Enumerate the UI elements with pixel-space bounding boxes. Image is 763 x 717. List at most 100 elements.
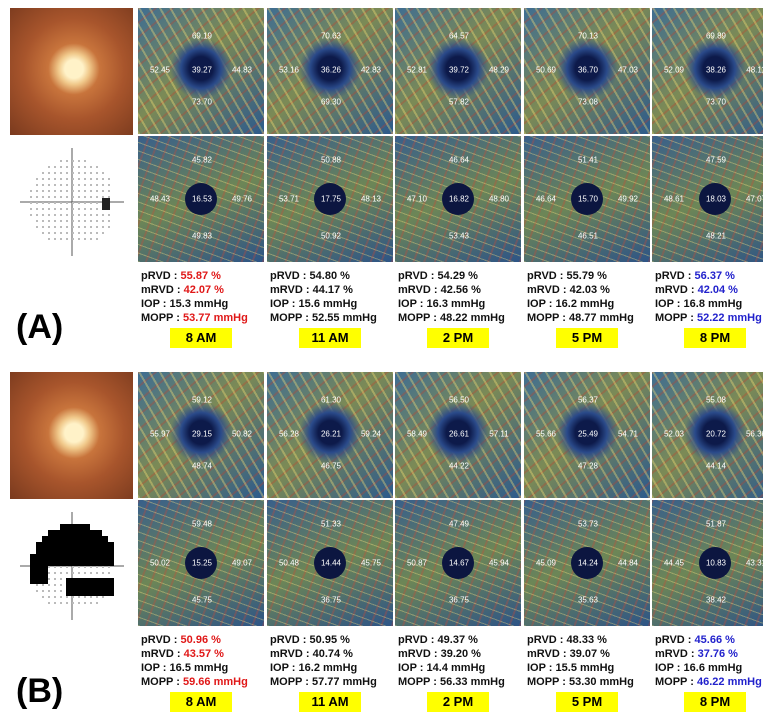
disc-value: 56.50	[449, 396, 469, 405]
disc-value: 59.12	[192, 396, 212, 405]
macula-value: 46.64	[536, 195, 556, 204]
stat-label: pRVD :	[270, 270, 306, 282]
macula-value: 10.83	[706, 559, 726, 568]
macula-value: 45.82	[192, 156, 212, 165]
macula-value: 48.21	[706, 232, 726, 241]
macula-value: 53.71	[279, 195, 299, 204]
stat-value: 53.77 mmHg	[183, 312, 248, 324]
macula-value: 44.45	[664, 559, 684, 568]
panel-label: (A)	[16, 308, 63, 347]
stat-value: 52.22 mmHg	[697, 312, 762, 324]
macula-value: 45.94	[489, 559, 509, 568]
stat-line: mRVD : 39.07 %	[527, 648, 610, 660]
macula-value: 51.41	[578, 156, 598, 165]
stat-value: 43.57 %	[184, 648, 224, 660]
stat-line: MOPP : 52.22 mmHg	[655, 312, 762, 324]
macula-value: 15.70	[578, 195, 598, 204]
stat-label: MOPP :	[398, 676, 437, 688]
macula-value: 47.59	[706, 156, 726, 165]
disc-value: 46.75	[321, 462, 341, 471]
stat-label: mRVD :	[527, 284, 567, 296]
stat-line: pRVD : 54.80 %	[270, 270, 350, 282]
disc-value: 69.89	[706, 32, 726, 41]
macula-value: 14.67	[449, 559, 469, 568]
visual-field-plot	[10, 140, 133, 262]
disc-value: 38.26	[706, 66, 726, 75]
macula-value: 45.75	[192, 596, 212, 605]
disc-image: 56.3755.6625.4954.7147.28	[524, 372, 650, 498]
stat-label: pRVD :	[141, 634, 177, 646]
stat-label: mRVD :	[398, 648, 438, 660]
visual-field-plot	[10, 504, 133, 626]
time-label: 11 AM	[299, 328, 361, 348]
macula-value: 36.75	[321, 596, 341, 605]
macula-value: 53.73	[578, 520, 598, 529]
stat-line: IOP : 16.2 mmHg	[270, 662, 357, 674]
macula-value: 48.43	[150, 195, 170, 204]
stat-label: mRVD :	[655, 284, 695, 296]
stat-line: pRVD : 48.33 %	[527, 634, 607, 646]
stat-line: MOPP : 53.30 mmHg	[527, 676, 634, 688]
macula-value: 45.75	[361, 559, 381, 568]
disc-value: 56.36	[746, 430, 763, 439]
disc-image: 61.3056.2826.2159.2446.75	[267, 372, 393, 498]
stat-value: 39.07 %	[570, 648, 610, 660]
stat-label: IOP :	[270, 298, 295, 310]
fundus-photo	[10, 8, 133, 135]
stat-value: 45.66 %	[695, 634, 735, 646]
stat-value: 55.87 %	[181, 270, 221, 282]
macula-value: 48.61	[664, 195, 684, 204]
stat-line: pRVD : 50.96 %	[141, 634, 221, 646]
time-label: 2 PM	[427, 328, 489, 348]
time-label: 5 PM	[556, 692, 618, 712]
disc-value: 55.66	[536, 430, 556, 439]
stat-value: 14.4 mmHg	[427, 662, 486, 674]
macula-value: 15.25	[192, 559, 212, 568]
stat-value: 57.77 mmHg	[312, 676, 377, 688]
macula-image: 47.4950.8714.6745.9436.75	[395, 500, 521, 626]
stat-line: pRVD : 49.37 %	[398, 634, 478, 646]
disc-value: 56.37	[578, 396, 598, 405]
stat-value: 37.76 %	[698, 648, 738, 660]
time-label: 8 AM	[170, 692, 232, 712]
stat-label: MOPP :	[655, 312, 694, 324]
stat-line: MOPP : 53.77 mmHg	[141, 312, 248, 324]
stat-label: IOP :	[655, 662, 680, 674]
fundus-photo	[10, 372, 133, 499]
stat-line: mRVD : 37.76 %	[655, 648, 738, 660]
macula-value: 45.09	[536, 559, 556, 568]
disc-value: 73.70	[706, 98, 726, 107]
stat-value: 56.37 %	[695, 270, 735, 282]
stat-line: mRVD : 42.56 %	[398, 284, 481, 296]
stat-label: mRVD :	[398, 284, 438, 296]
disc-value: 69.30	[321, 98, 341, 107]
visual-field	[10, 140, 133, 262]
macula-value: 49.92	[618, 195, 638, 204]
disc-value: 73.70	[192, 98, 212, 107]
disc-value: 52.09	[664, 66, 684, 75]
disc-value: 57.11	[489, 430, 508, 439]
macula-value: 48.13	[361, 195, 381, 204]
disc-value: 44.22	[449, 462, 469, 471]
macula-image: 51.8744.4510.8343.3138.42	[652, 500, 763, 626]
stat-label: MOPP :	[141, 312, 180, 324]
disc-value: 50.82	[232, 430, 252, 439]
disc-value: 58.49	[407, 430, 427, 439]
stat-value: 54.80 %	[310, 270, 350, 282]
stat-value: 50.96 %	[181, 634, 221, 646]
disc-value: 55.97	[150, 430, 170, 439]
stat-line: mRVD : 42.07 %	[141, 284, 224, 296]
stat-value: 56.33 mmHg	[440, 676, 505, 688]
stat-line: IOP : 15.3 mmHg	[141, 298, 228, 310]
disc-value: 44.83	[232, 66, 252, 75]
disc-value: 70.13	[578, 32, 598, 41]
stat-line: IOP : 16.5 mmHg	[141, 662, 228, 674]
macula-value: 50.02	[150, 559, 170, 568]
stat-line: IOP : 14.4 mmHg	[398, 662, 485, 674]
stat-label: IOP :	[527, 662, 552, 674]
stat-value: 15.5 mmHg	[556, 662, 615, 674]
stat-line: mRVD : 43.57 %	[141, 648, 224, 660]
macula-value: 49.76	[232, 195, 252, 204]
